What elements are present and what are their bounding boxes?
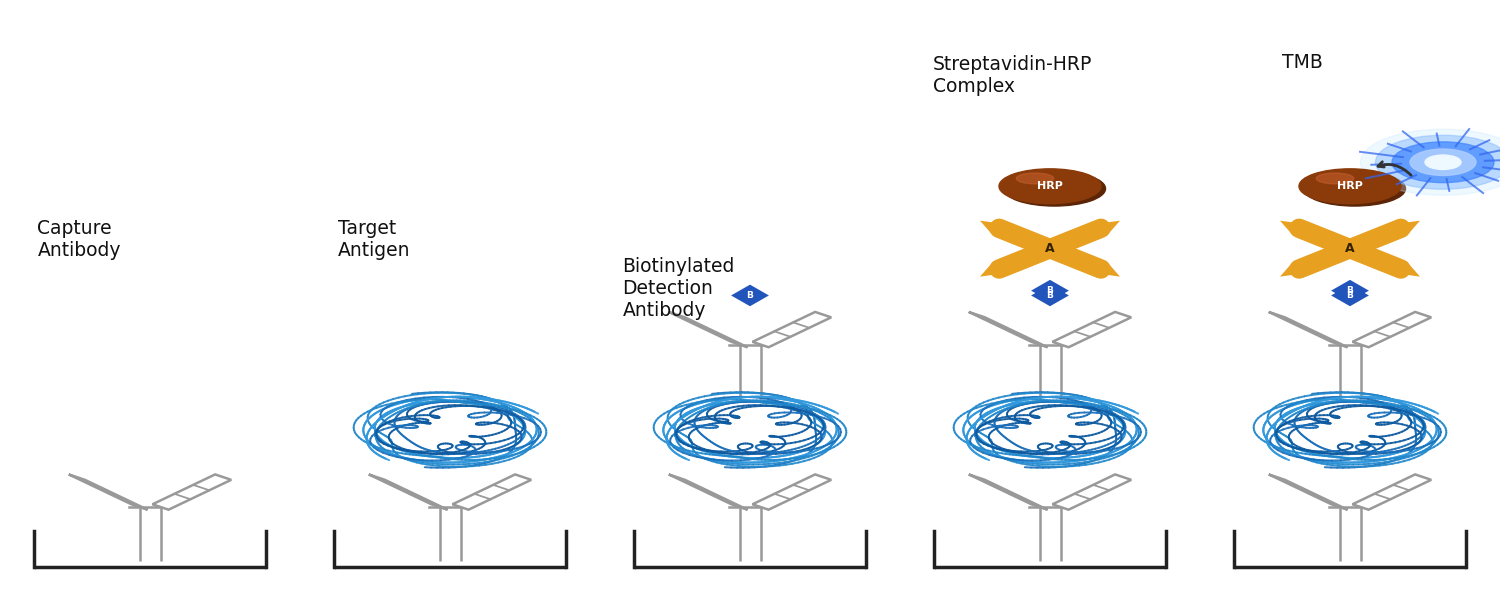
Polygon shape [1330, 284, 1370, 306]
Polygon shape [1382, 221, 1420, 236]
Text: TMB: TMB [1282, 53, 1323, 73]
Text: B: B [1047, 286, 1053, 295]
Polygon shape [1053, 312, 1131, 347]
Polygon shape [980, 262, 1018, 277]
Polygon shape [1030, 284, 1069, 306]
Text: B: B [1347, 291, 1353, 300]
Text: Capture
Antibody: Capture Antibody [38, 220, 122, 260]
Polygon shape [69, 475, 147, 509]
Ellipse shape [1299, 169, 1401, 203]
Polygon shape [730, 284, 770, 306]
Polygon shape [1269, 312, 1347, 347]
Ellipse shape [1017, 173, 1053, 184]
Polygon shape [1053, 475, 1131, 509]
Polygon shape [1382, 262, 1420, 277]
Circle shape [1425, 155, 1461, 169]
Polygon shape [1330, 280, 1370, 301]
Polygon shape [1353, 475, 1431, 509]
Polygon shape [753, 475, 831, 509]
Polygon shape [1269, 475, 1347, 509]
Text: B: B [1047, 291, 1053, 300]
Text: A: A [1046, 242, 1054, 255]
Text: A: A [1346, 242, 1354, 255]
Polygon shape [1030, 280, 1069, 301]
Circle shape [1376, 135, 1500, 189]
Text: Biotinylated
Detection
Antibody: Biotinylated Detection Antibody [622, 257, 735, 319]
Text: Target
Antigen: Target Antigen [338, 220, 410, 260]
Polygon shape [369, 475, 447, 509]
Text: HRP: HRP [1336, 181, 1364, 191]
Polygon shape [153, 475, 231, 509]
Text: B: B [1347, 286, 1353, 295]
Ellipse shape [999, 169, 1101, 203]
Circle shape [1410, 149, 1476, 175]
Text: Streptavidin-HRP
Complex: Streptavidin-HRP Complex [933, 55, 1092, 95]
Polygon shape [753, 312, 831, 347]
Circle shape [1360, 129, 1500, 195]
Polygon shape [1280, 262, 1318, 277]
Text: HRP: HRP [1036, 181, 1064, 191]
Polygon shape [1082, 221, 1120, 236]
Polygon shape [969, 475, 1047, 509]
Ellipse shape [1304, 171, 1406, 206]
Text: B: B [747, 291, 753, 300]
Polygon shape [1280, 221, 1318, 236]
Polygon shape [669, 475, 747, 509]
Polygon shape [980, 221, 1018, 236]
Polygon shape [969, 312, 1047, 347]
Polygon shape [1082, 262, 1120, 277]
Ellipse shape [1317, 173, 1353, 184]
Polygon shape [453, 475, 531, 509]
Polygon shape [669, 312, 747, 347]
Polygon shape [1353, 312, 1431, 347]
Circle shape [1392, 142, 1494, 182]
Ellipse shape [1004, 171, 1106, 206]
